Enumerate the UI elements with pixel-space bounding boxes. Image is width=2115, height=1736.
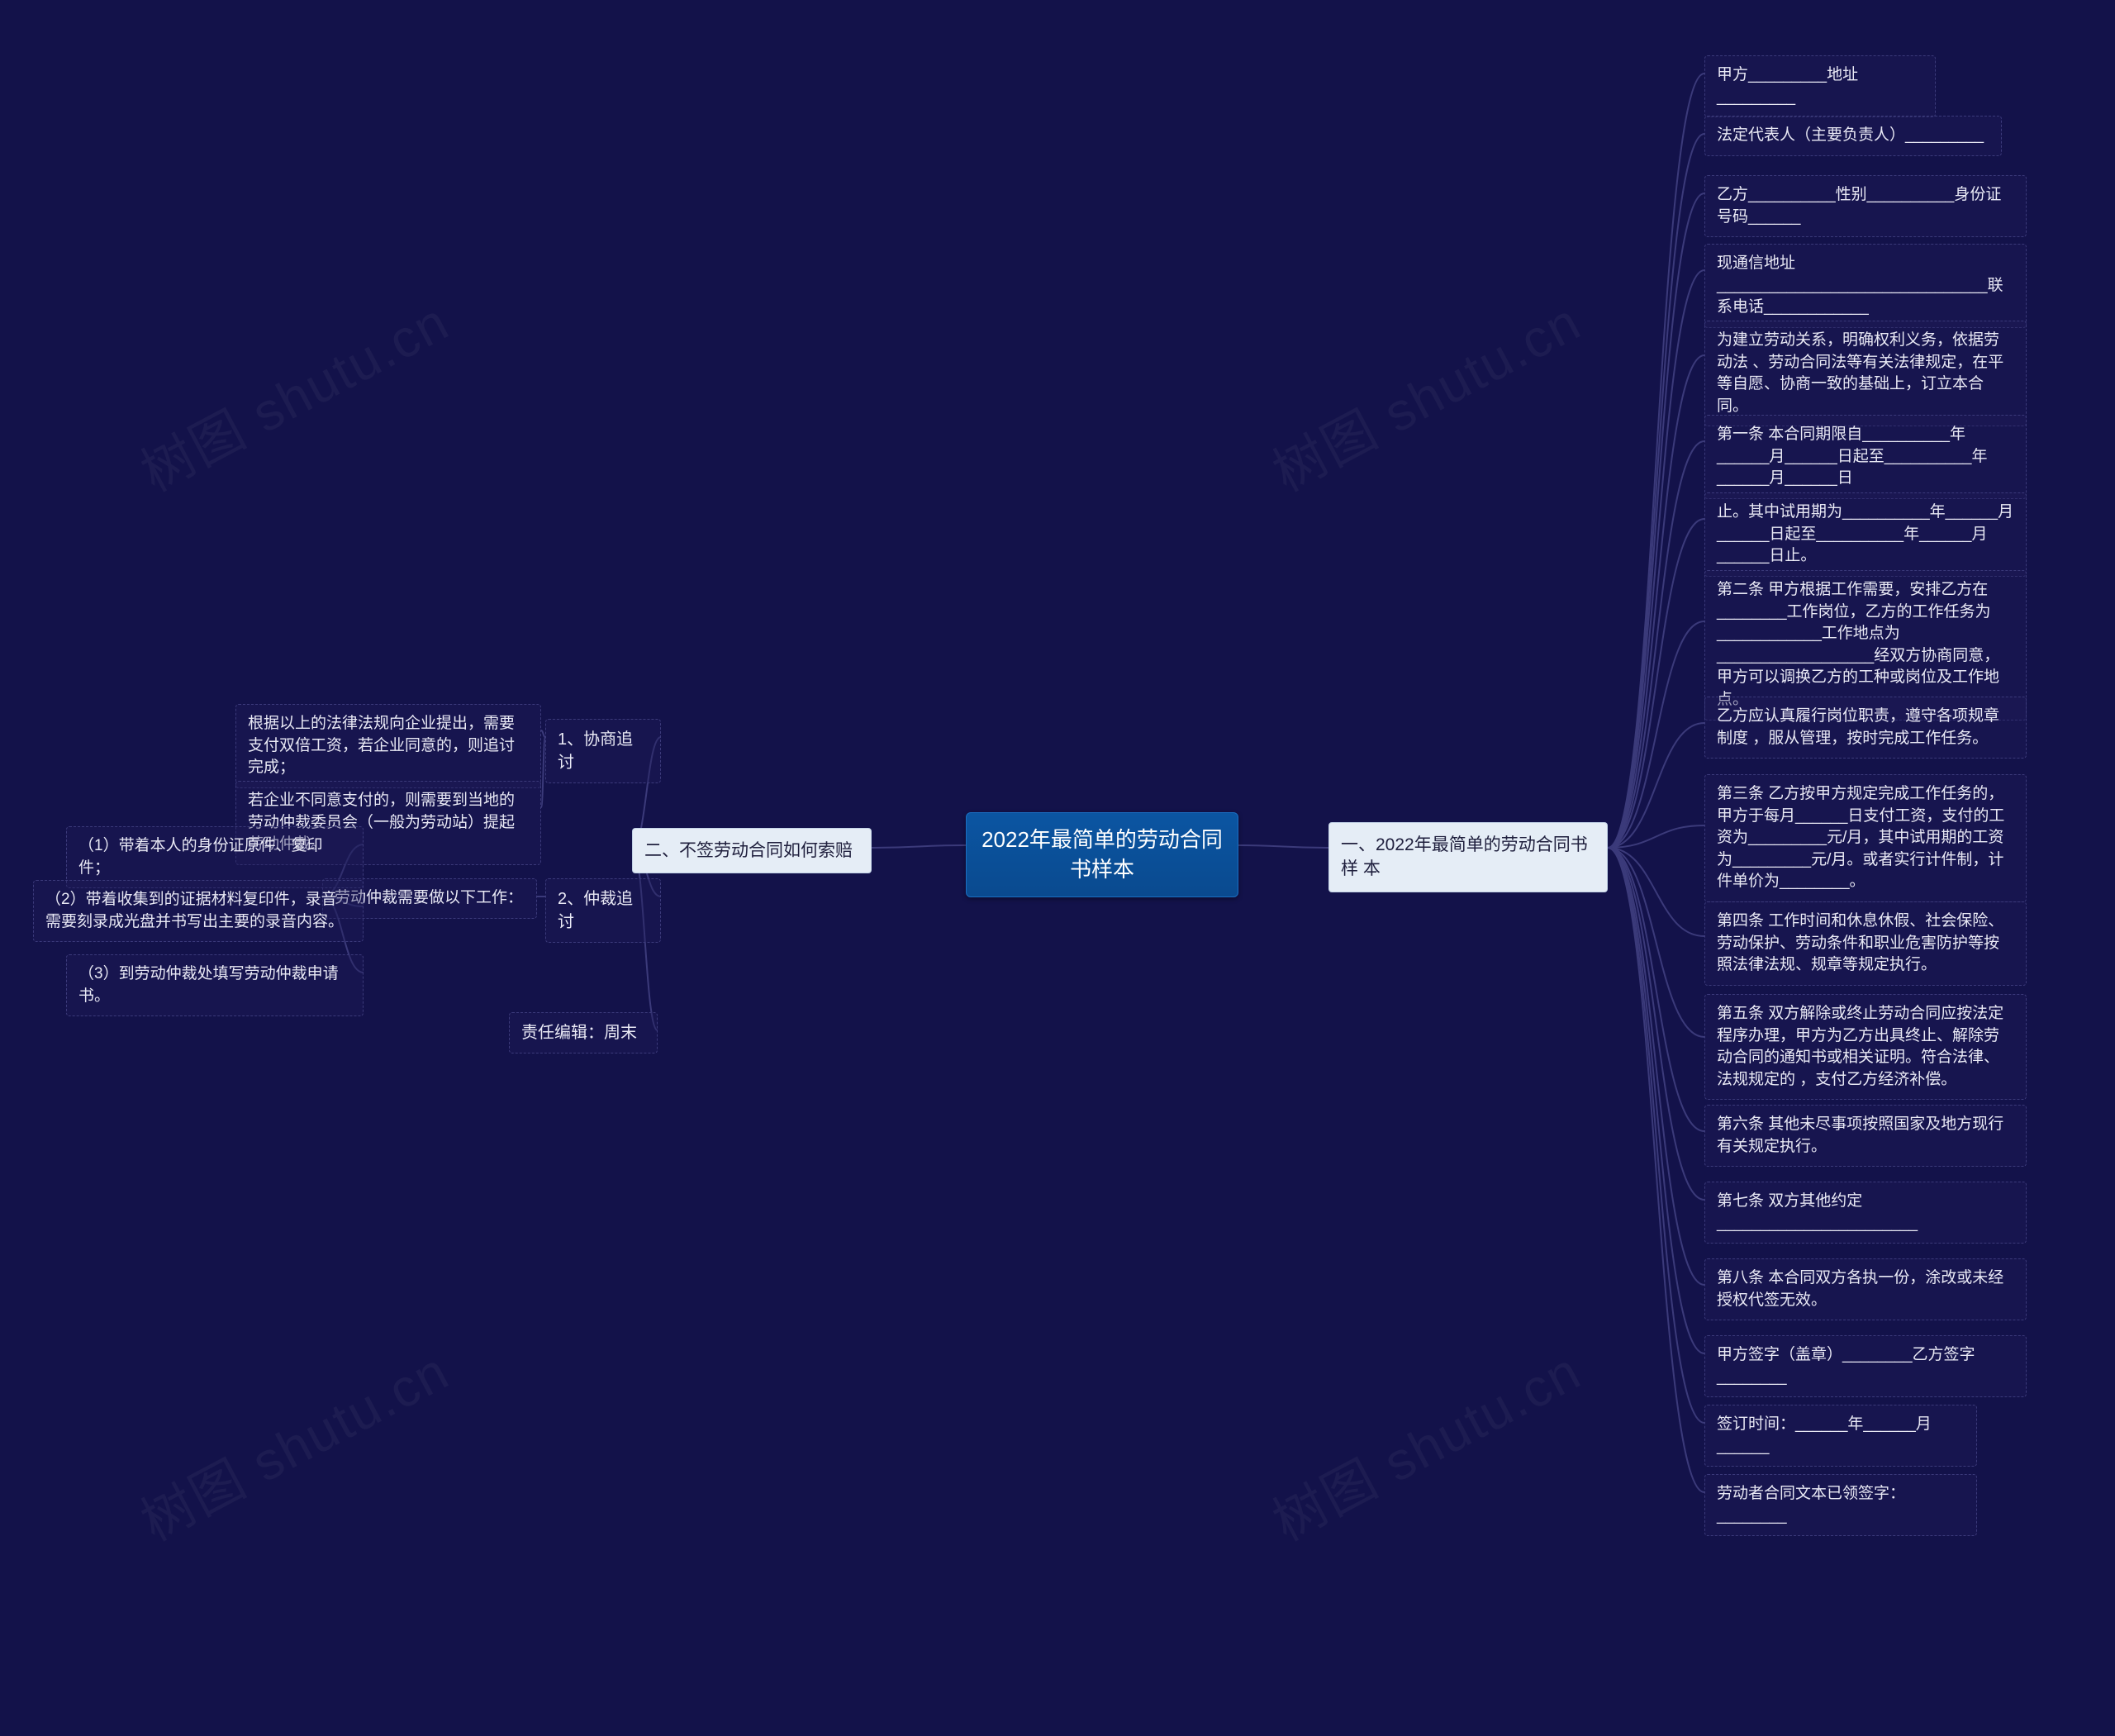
right-branch: 一、2022年最简单的劳动合同书样 本: [1328, 822, 1608, 892]
right-leaf-17: 劳动者合同文本已领签字：________: [1704, 1474, 1977, 1536]
root-node: 2022年最简单的劳动合同 书样本: [966, 812, 1238, 897]
right-leaf-3: 现通信地址_______________________________联系电话…: [1704, 244, 2027, 328]
left-child-1-leaf-0-sub-2: （3）到劳动仲裁处填写劳动仲裁申请书。: [66, 954, 364, 1016]
left-branch: 二、不签劳动合同如何索赔: [632, 828, 872, 873]
right-leaf-15: 甲方签字（盖章）________乙方签字________: [1704, 1335, 2027, 1397]
root-line2: 书样本: [1070, 857, 1134, 882]
right-leaf-13: 第七条 双方其他约定_______________________: [1704, 1182, 2027, 1244]
left-branch-label: 二、不签劳动合同如何索赔: [644, 841, 853, 860]
right-leaf-12: 第六条 其他未尽事项按照国家及地方现行有关规定执行。: [1704, 1105, 2027, 1167]
right-leaf-16: 签订时间：______年______月______: [1704, 1405, 1977, 1467]
left-child-1: 2、仲裁追讨: [545, 878, 661, 943]
left-child-0-leaf-0: 根据以上的法律法规向企业提出，需要支付双倍工资，若企业同意的，则追讨完成；: [235, 704, 541, 788]
right-leaf-4: 为建立劳动关系，明确权利义务，依据劳动法 、劳动合同法等有关法律规定，在平等自愿…: [1704, 321, 2027, 426]
right-leaf-11: 第五条 双方解除或终止劳动合同应按法定程序办理，甲方为乙方出具终止、解除劳动合同…: [1704, 994, 2027, 1100]
right-leaf-5: 第一条 本合同期限自__________年______月______日起至___…: [1704, 415, 2027, 499]
right-leaf-0: 甲方_________地址_________: [1704, 55, 1936, 117]
right-leaf-1: 法定代表人（主要负责人）_________: [1704, 116, 2002, 156]
right-branch-label2: 本: [1363, 859, 1381, 878]
right-leaf-14: 第八条 本合同双方各执一份，涂改或未经授权代签无效。: [1704, 1258, 2027, 1320]
root-line1: 2022年最简单的劳动合同: [981, 827, 1223, 852]
right-leaf-8: 乙方应认真履行岗位职责，遵守各项规章制度 ，服从管理，按时完成工作任务。: [1704, 697, 2027, 759]
left-child-1-leaf-0-sub-1: （2）带着收集到的证据材料复印件，录音需要刻录成光盘并书写出主要的录音内容。: [33, 880, 364, 942]
left-child-2: 责任编辑：周末: [509, 1012, 658, 1053]
right-leaf-9: 第三条 乙方按甲方规定完成工作任务的，甲方于每月______日支付工资，支付的工…: [1704, 774, 2027, 902]
left-child-0: 1、协商追讨: [545, 719, 661, 783]
right-leaf-2: 乙方__________性别__________身份证号码______: [1704, 175, 2027, 237]
right-leaf-6: 止。其中试用期为__________年______月______日起至_____…: [1704, 492, 2027, 577]
right-leaf-10: 第四条 工作时间和休息休假、社会保险、劳动保护、劳动条件和职业危害防护等按照法律…: [1704, 901, 2027, 986]
left-child-1-leaf-0-sub-0: （1）带着本人的身份证原件、复印件；: [66, 826, 364, 888]
